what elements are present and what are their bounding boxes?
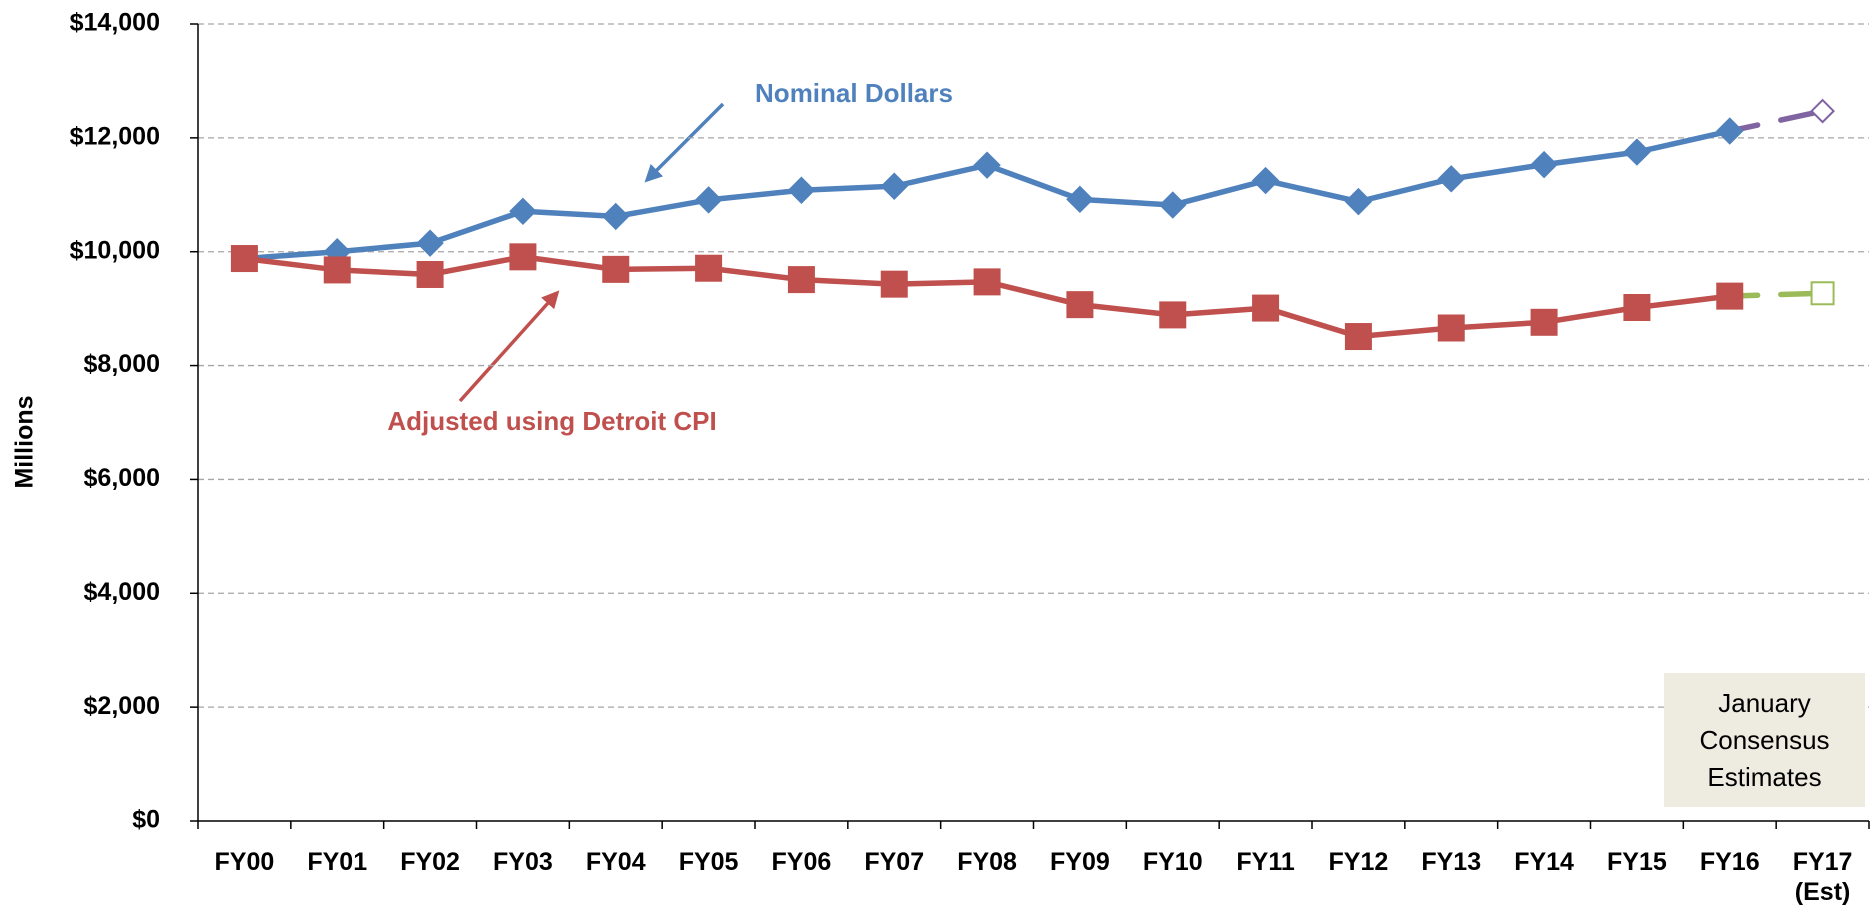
estimate-line [1727, 290, 1826, 299]
data-point [787, 266, 815, 294]
estimate-note: January Consensus Estimates [1664, 673, 1865, 807]
estimate-line [1727, 108, 1826, 134]
x-tick-label: FY08 [957, 848, 1017, 876]
data-point [1530, 308, 1558, 336]
x-tick-label: FY01 [307, 848, 368, 876]
x-tick-label: FY07 [864, 848, 925, 876]
data-point [1623, 294, 1651, 322]
data-point [323, 256, 351, 284]
x-tick-label: FY13 [1421, 848, 1482, 876]
data-point [1344, 323, 1372, 351]
data-point [1437, 314, 1465, 342]
series-label: Nominal Dollars [755, 78, 953, 108]
data-point [1252, 294, 1280, 322]
y-tick-label: $14,000 [70, 9, 160, 37]
data-point [1716, 117, 1744, 145]
x-tick-label: FY09 [1050, 848, 1110, 876]
data-point [1066, 291, 1094, 319]
data-point [509, 197, 537, 226]
data-point [1810, 98, 1835, 124]
data-point [509, 243, 537, 271]
data-point [1530, 150, 1558, 179]
y-axis-label: Millions [11, 395, 39, 488]
x-tick-label: FY12 [1328, 848, 1389, 876]
x-tick-label: FY06 [771, 848, 832, 876]
data-point [1251, 166, 1280, 195]
x-tick-label: FY17 (Est) [1792, 848, 1853, 906]
data-point [973, 151, 1001, 179]
data-point [416, 229, 444, 257]
data-point [1810, 281, 1835, 306]
y-tick-label: $4,000 [84, 578, 160, 606]
data-point [602, 255, 630, 283]
annotation-arrow [644, 102, 725, 183]
x-tick-label: FY02 [400, 848, 460, 876]
data-point [694, 186, 723, 214]
data-point [880, 172, 908, 200]
data-point [602, 202, 630, 231]
data-point [1159, 191, 1187, 219]
data-point [1716, 282, 1744, 310]
data-point [787, 176, 816, 204]
x-tick-label: FY00 [214, 848, 275, 876]
data-point [695, 254, 723, 282]
annotation-arrow [458, 290, 560, 403]
x-tick-label: FY04 [585, 848, 646, 876]
y-tick-label: $6,000 [84, 464, 160, 492]
data-point [973, 268, 1001, 296]
x-tick-label: FY15 [1607, 848, 1667, 876]
x-tick-label: FY14 [1514, 848, 1574, 876]
data-point [1159, 301, 1187, 329]
x-tick-label: FY03 [493, 848, 553, 876]
x-tick-label: FY16 [1699, 848, 1760, 876]
x-tick-label: FY10 [1142, 848, 1203, 876]
x-tick-label: FY05 [678, 848, 739, 876]
data-point [230, 245, 258, 273]
y-tick-label: $2,000 [84, 692, 160, 720]
data-point [1623, 138, 1651, 166]
data-point [1344, 187, 1373, 216]
x-tick-label: FY11 [1236, 848, 1295, 876]
data-point [1066, 185, 1094, 214]
series-label: Adjusted using Detroit CPI [387, 406, 716, 436]
y-tick-label: $10,000 [70, 236, 160, 264]
data-point [880, 270, 908, 298]
y-tick-label: $12,000 [70, 122, 160, 150]
data-point [1437, 165, 1465, 193]
y-tick-label: $8,000 [84, 350, 160, 378]
data-point [416, 260, 444, 288]
series-line [244, 128, 1731, 262]
y-tick-label: $0 [132, 806, 160, 834]
